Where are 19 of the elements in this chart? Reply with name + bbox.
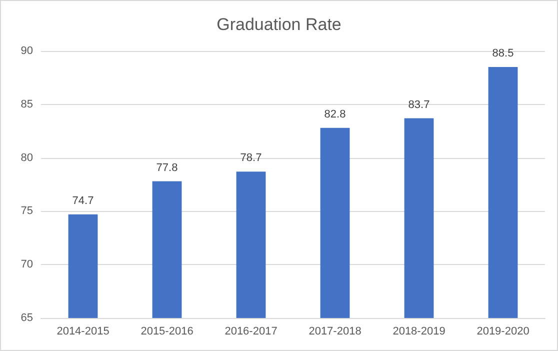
y-tick-label: 85 — [20, 98, 33, 110]
data-label: 77.8 — [156, 162, 178, 174]
x-tick-label: 2014-2015 — [56, 326, 110, 338]
data-label: 83.7 — [408, 98, 430, 111]
x-tick-label: 2017-2018 — [308, 326, 362, 338]
data-label: 88.5 — [492, 48, 514, 60]
x-tick-label: 2016-2017 — [224, 326, 278, 338]
y-tick-label: 90 — [20, 45, 33, 57]
y-tick-label: 70 — [20, 258, 33, 271]
data-label: 74.7 — [72, 194, 94, 207]
y-tick-label: 75 — [20, 205, 33, 218]
data-label: 78.7 — [240, 152, 262, 164]
chart-title: Graduation Rate — [216, 15, 342, 34]
x-tick-label: 2019-2020 — [476, 326, 530, 338]
x-tick-label: 2018-2019 — [392, 326, 446, 338]
x-tick-label: 2015-2016 — [140, 326, 194, 338]
y-tick-label: 65 — [20, 312, 33, 324]
data-label: 82.8 — [324, 108, 346, 120]
y-tick-label: 80 — [20, 152, 33, 164]
